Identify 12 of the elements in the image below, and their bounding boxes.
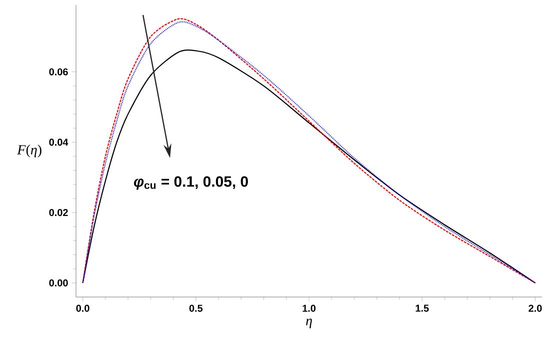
y-tick-label: 0.02 bbox=[49, 209, 68, 216]
y-tick-label: 0.06 bbox=[49, 68, 68, 76]
x-tick-label: 1.5 bbox=[416, 304, 429, 312]
y-tick-label: 0.04 bbox=[49, 138, 68, 146]
x-axis-title: η bbox=[306, 318, 312, 328]
x-tick-label: 0.0 bbox=[76, 304, 90, 312]
y-tick-label: 0.00 bbox=[49, 279, 68, 286]
x-tick-label: 1.0 bbox=[302, 304, 316, 312]
x-tick-label: 2.0 bbox=[528, 304, 542, 312]
y-axis-title: F(η) bbox=[17, 144, 42, 158]
annotation: φ$_{cu}$ = 0.1, 0.05, 0 bbox=[134, 176, 248, 190]
x-tick-label: 0.5 bbox=[189, 304, 203, 312]
